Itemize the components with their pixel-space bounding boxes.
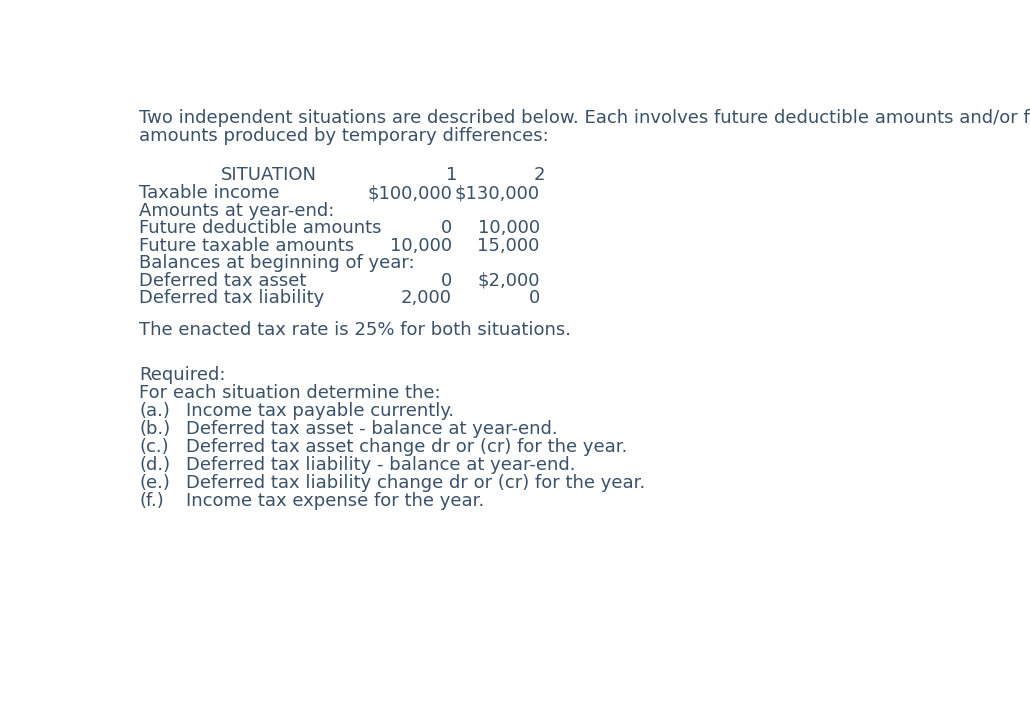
Text: 10,000: 10,000 <box>478 219 540 237</box>
Text: $2,000: $2,000 <box>477 272 540 290</box>
Text: $100,000: $100,000 <box>367 184 452 202</box>
Text: Deferred tax liability: Deferred tax liability <box>139 290 324 307</box>
Text: amounts produced by temporary differences:: amounts produced by temporary difference… <box>139 127 549 145</box>
Text: 15,000: 15,000 <box>478 237 540 255</box>
Text: (e.): (e.) <box>139 474 170 492</box>
Text: (f.): (f.) <box>139 492 164 510</box>
Text: (c.): (c.) <box>139 438 169 456</box>
Text: $130,000: $130,000 <box>454 184 540 202</box>
Text: Deferred tax liability change dr or (cr) for the year.: Deferred tax liability change dr or (cr)… <box>186 474 646 492</box>
Text: SITUATION: SITUATION <box>220 166 316 184</box>
Text: 0: 0 <box>528 290 540 307</box>
Text: Balances at beginning of year:: Balances at beginning of year: <box>139 254 415 272</box>
Text: 2,000: 2,000 <box>401 290 452 307</box>
Text: Future deductible amounts: Future deductible amounts <box>139 219 382 237</box>
Text: The enacted tax rate is 25% for both situations.: The enacted tax rate is 25% for both sit… <box>139 321 571 339</box>
Text: Deferred tax asset - balance at year-end.: Deferred tax asset - balance at year-end… <box>186 420 558 438</box>
Text: (b.): (b.) <box>139 420 170 438</box>
Text: Deferred tax asset change dr or (cr) for the year.: Deferred tax asset change dr or (cr) for… <box>186 438 627 456</box>
Text: Income tax payable currently.: Income tax payable currently. <box>186 402 454 420</box>
Text: 10,000: 10,000 <box>390 237 452 255</box>
Text: 2: 2 <box>535 166 546 184</box>
Text: 0: 0 <box>441 219 452 237</box>
Text: For each situation determine the:: For each situation determine the: <box>139 384 441 402</box>
Text: 1: 1 <box>446 166 457 184</box>
Text: Required:: Required: <box>139 366 226 384</box>
Text: Deferred tax asset: Deferred tax asset <box>139 272 307 290</box>
Text: Amounts at year-end:: Amounts at year-end: <box>139 202 335 220</box>
Text: Taxable income: Taxable income <box>139 184 279 202</box>
Text: Future taxable amounts: Future taxable amounts <box>139 237 354 255</box>
Text: 0: 0 <box>441 272 452 290</box>
Text: (d.): (d.) <box>139 456 170 474</box>
Text: Income tax expense for the year.: Income tax expense for the year. <box>186 492 484 510</box>
Text: Deferred tax liability - balance at year-end.: Deferred tax liability - balance at year… <box>186 456 576 474</box>
Text: Two independent situations are described below. Each involves future deductible : Two independent situations are described… <box>139 108 1030 127</box>
Text: (a.): (a.) <box>139 402 170 420</box>
